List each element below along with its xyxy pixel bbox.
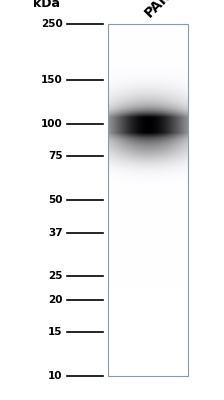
- Text: 150: 150: [41, 75, 63, 85]
- Text: 75: 75: [48, 151, 63, 161]
- Text: 37: 37: [48, 228, 63, 238]
- Text: 25: 25: [48, 271, 63, 281]
- Text: 10: 10: [48, 371, 63, 381]
- Text: 250: 250: [41, 19, 63, 29]
- Text: 15: 15: [48, 327, 63, 337]
- Text: 100: 100: [41, 119, 63, 129]
- Text: 20: 20: [48, 295, 63, 305]
- Text: PANCREAS: PANCREAS: [142, 0, 211, 20]
- Text: kDa: kDa: [33, 0, 60, 10]
- Text: 50: 50: [48, 195, 63, 205]
- Bar: [108, 24, 188, 376]
